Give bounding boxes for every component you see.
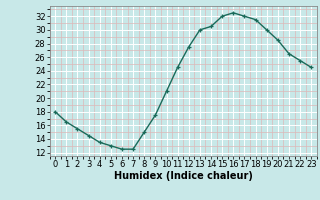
X-axis label: Humidex (Indice chaleur): Humidex (Indice chaleur) <box>114 171 252 181</box>
